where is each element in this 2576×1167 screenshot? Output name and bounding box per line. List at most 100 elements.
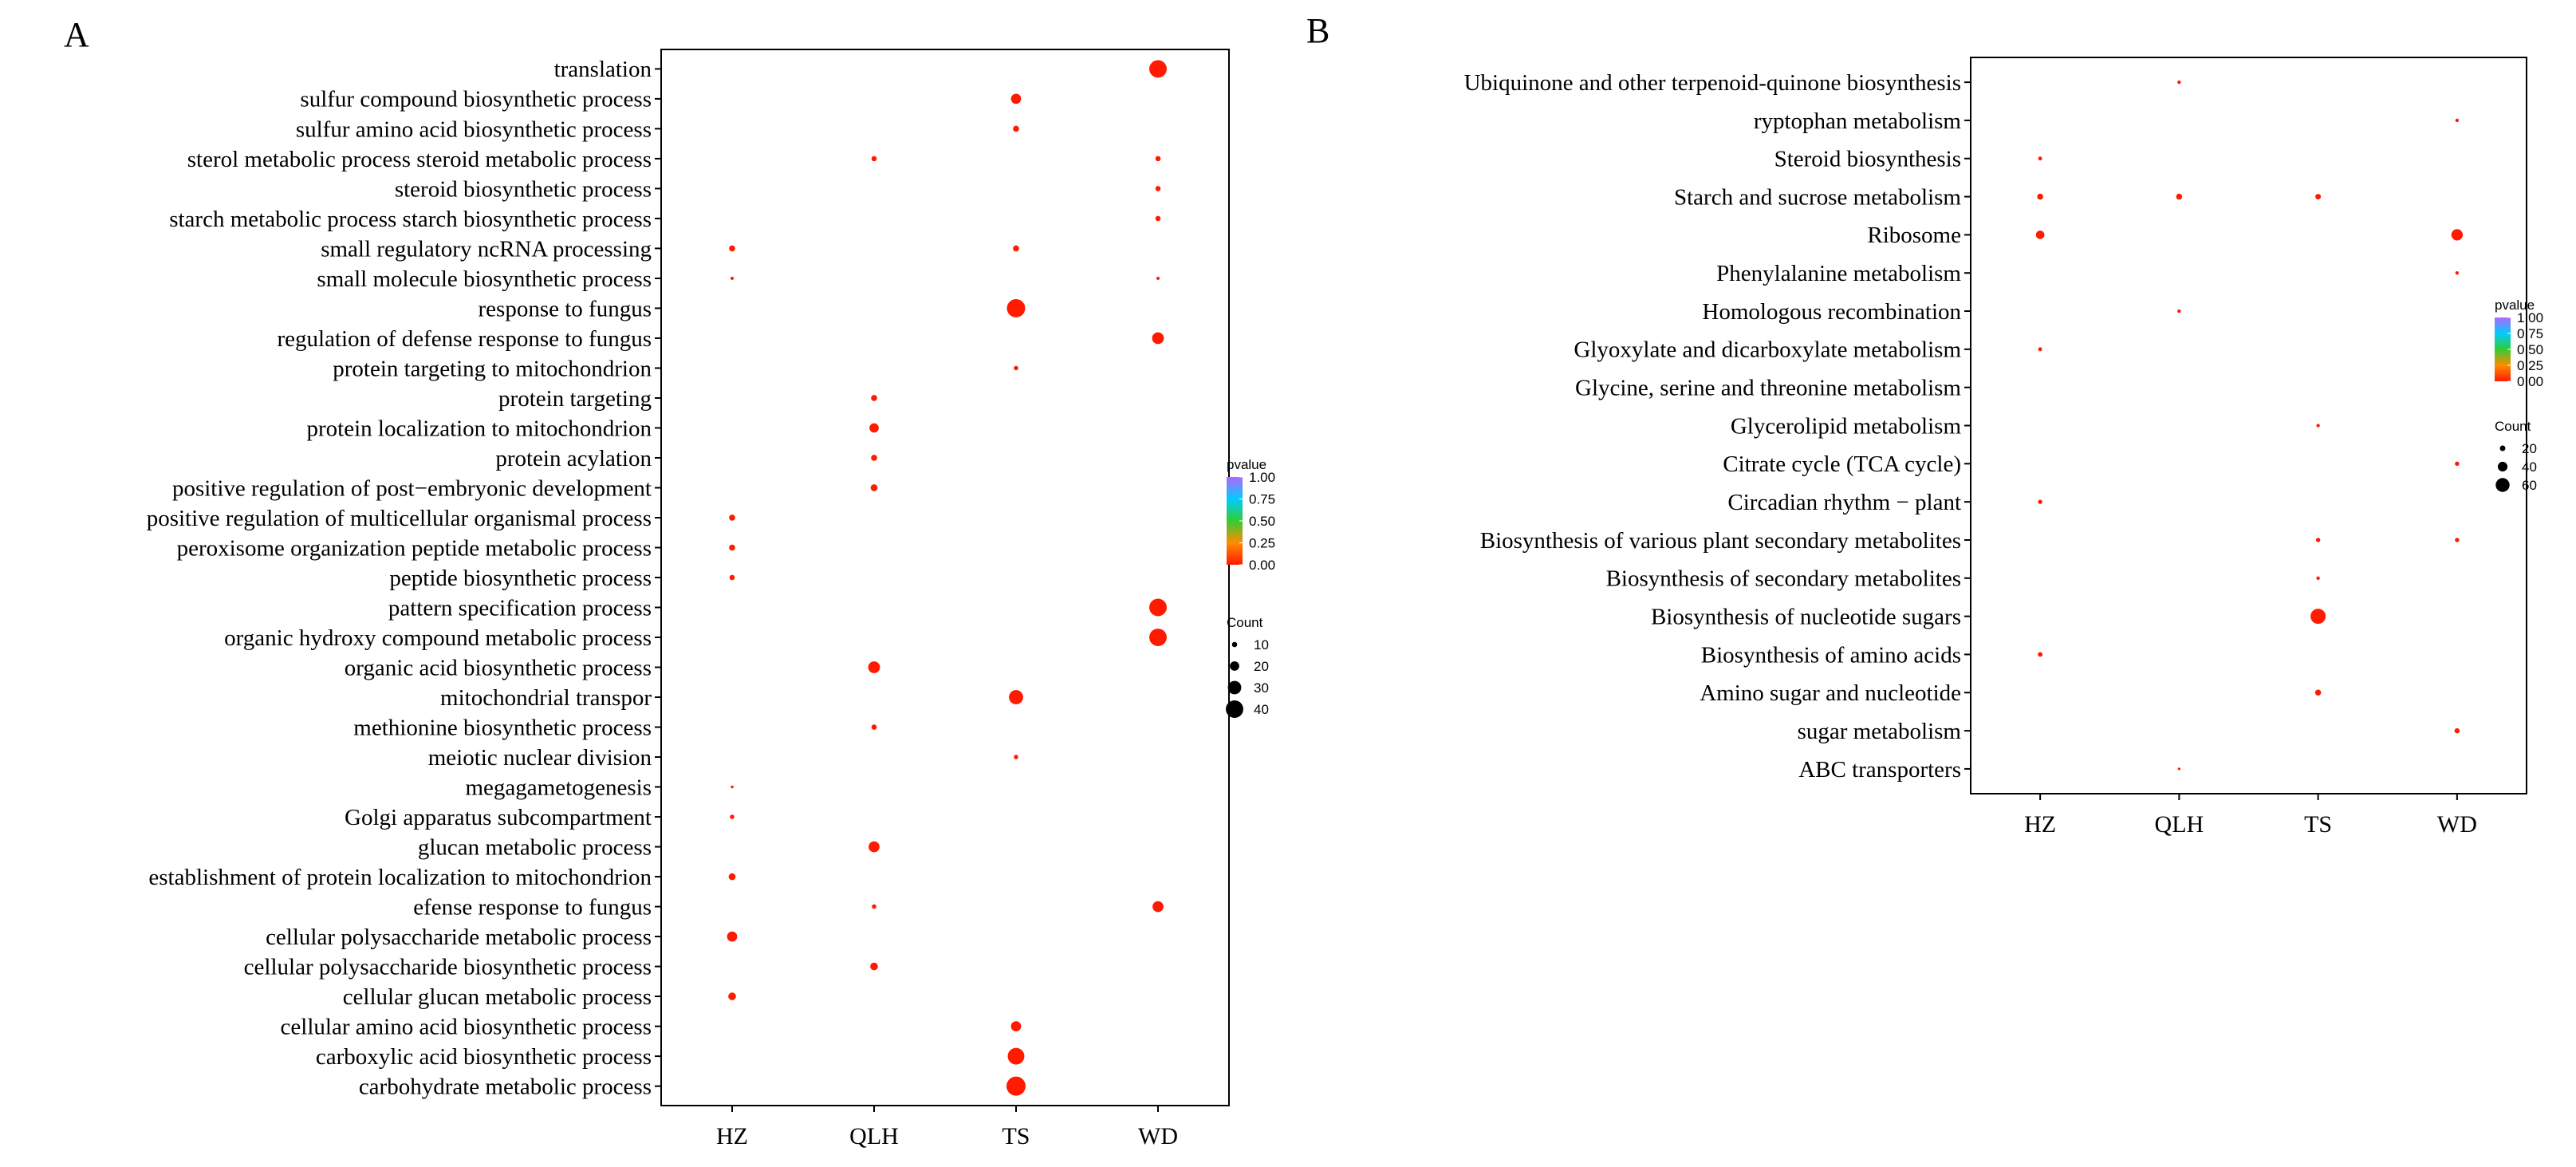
panel-b-ylabel-biosynthesis-of-nucleotide-sugars: Biosynthesis of nucleotide sugars — [1651, 604, 1961, 629]
panel-a-point-hz-megagametogenesis — [731, 785, 734, 789]
panel-a-ylabel-methionine-biosynthetic-process: methionine biosynthetic process — [353, 715, 652, 740]
panel-b-ylabel-glyoxylate-and-dicarboxylate-metabolism: Glyoxylate and dicarboxylate metabolism — [1574, 337, 1961, 363]
panel-a-ylabel-protein-targeting: protein targeting — [498, 386, 652, 412]
panel-a-legend-pvalue-title: pvalue — [1227, 457, 1266, 472]
panel-b-legend-count-dot-20 — [2499, 445, 2506, 451]
panel-a-point-qlh-methionine-biosynthetic-process — [871, 724, 877, 730]
panel-b-point-qlh-abc-transporters — [2177, 767, 2181, 771]
panel-b-point-ts-biosynthesis-of-nucleotide-sugars — [2310, 609, 2326, 625]
panel-a-legend-count-dot-20 — [1230, 661, 1239, 671]
panel-a-point-wd-translation — [1149, 60, 1167, 78]
panel-b-legend-count-label-20: 20 — [2522, 441, 2537, 456]
panel-a-xlabel-ts: TS — [1002, 1123, 1030, 1149]
panel-a-point-hz-small-molecule-biosynthetic-process — [730, 276, 735, 280]
panel-b-point-ts-biosynthesis-of-secondary-metabolites — [2316, 576, 2320, 580]
panel-a-legend-count-label-10: 10 — [1254, 637, 1269, 652]
panel-a-point-ts-small-regulatory-ncrna-processing — [1013, 245, 1019, 252]
panel-b-ylabel-amino-sugar-and-nucleotide: Amino sugar and nucleotide — [1700, 680, 1961, 706]
panel-b-legend-pvalue-tick-0-75: 0.75 — [2517, 326, 2543, 341]
panel-a-label: A — [64, 15, 89, 54]
panel-b-legend-pvalue-tick-1-00: 1.00 — [2517, 310, 2543, 325]
panel-a-ylabel-sulfur-compound-biosynthetic-process: sulfur compound biosynthetic process — [300, 87, 652, 112]
panel-a-xlabel-wd: WD — [1138, 1123, 1178, 1149]
panel-a-legend-count-dot-40 — [1226, 700, 1243, 718]
panel-a-ylabel-peptide-biosynthetic-process: peptide biosynthetic process — [389, 566, 652, 591]
panel-b-ylabel-homologous-recombination: Homologous recombination — [1702, 299, 1961, 325]
panel-b-point-hz-glyoxylate-and-dicarboxylate-metabolism — [2038, 347, 2042, 352]
panel-a-ylabel-small-regulatory-ncrna-processing: small regulatory ncRNA processing — [321, 236, 652, 262]
panel-b-point-hz-circadian-rhythm-plant — [2038, 499, 2042, 504]
panel-a-point-ts-response-to-fungus — [1006, 298, 1026, 317]
panel-b-legend-pvalue-tick-0-50: 0.50 — [2517, 342, 2543, 357]
panel-a-ylabel-mitochondrial-transpor: mitochondrial transpor — [440, 685, 652, 711]
panel-a-point-qlh-efense-response-to-fungus — [872, 904, 876, 909]
panel-a-ylabel-cellular-amino-acid-biosynthetic-process: cellular amino acid biosynthetic process — [281, 1014, 652, 1039]
panel-a-legend-count-dot-30 — [1227, 680, 1242, 695]
panel-a-point-ts-meiotic-nuclear-division — [1014, 755, 1018, 759]
panel-b-point-hz-biosynthesis-of-amino-acids — [2038, 652, 2043, 657]
panel-a-ylabel-organic-acid-biosynthetic-process: organic acid biosynthetic process — [345, 655, 652, 680]
panel-b-point-wd-sugar-metabolism — [2454, 727, 2460, 734]
panel-a-point-wd-steroid-biosynthetic-process — [1155, 186, 1161, 191]
panel-b-legend-pvalue-title: pvalue — [2495, 298, 2535, 313]
panel-a-point-ts-sulfur-amino-acid-biosynthetic-process — [1013, 125, 1019, 132]
panel-b-legend-colorbar — [2495, 317, 2511, 381]
panel-a-legend-count-label-40: 40 — [1254, 702, 1269, 717]
panel-b-point-wd-biosynthesis-of-various-plant-secondary-metabolites — [2455, 538, 2460, 542]
panel-b-point-wd-ribosome — [2451, 229, 2464, 241]
panel-b-label: B — [1306, 11, 1329, 50]
panel-a-legend-pvalue-tick-1-00: 1.00 — [1249, 470, 1275, 485]
panel-b-legend-pvalue-tick-0-00: 0.00 — [2517, 374, 2543, 389]
panel-a-ylabel-sterol-metabolic-process-steroid-metabolic-process: sterol metabolic process steroid metabol… — [187, 147, 652, 172]
panel-a-ylabel-positive-regulation-of-post-embryonic-development: positive regulation of post−embryonic de… — [172, 475, 652, 501]
panel-a-point-ts-protein-targeting-to-mitochondrion — [1014, 365, 1018, 371]
panel-a-legend-pvalue-tick-0-00: 0.00 — [1249, 558, 1275, 573]
panel-a-legend-count-title: Count — [1227, 615, 1263, 630]
panel-b-ylabel-glycine-serine-and-threonine-metabolism: Glycine, serine and threonine metabolism — [1575, 376, 1961, 401]
panel-b-point-wd-phenylalanine-metabolism — [2455, 271, 2460, 275]
panel-a-ylabel-cellular-polysaccharide-biosynthetic-process: cellular polysaccharide biosynthetic pro… — [244, 954, 652, 980]
panel-b-xlabel-ts: TS — [2304, 811, 2332, 838]
panel-a-legend-pvalue-tick-0-50: 0.50 — [1249, 514, 1275, 529]
panel-b-point-qlh-starch-and-sucrose-metabolism — [2176, 193, 2183, 200]
panel-a-ylabel-efense-response-to-fungus: efense response to fungus — [413, 894, 652, 920]
panel-a-point-hz-cellular-polysaccharide-metabolic-process — [727, 931, 738, 942]
panel-a-point-wd-organic-hydroxy-compound-metabolic-process — [1154, 633, 1162, 641]
panel-a-point-ts-sulfur-compound-biosynthetic-process — [1010, 93, 1022, 104]
panel-a-legend-count-dot-10 — [1231, 641, 1238, 648]
panel-b-ylabel-steroid-biosynthesis: Steroid biosynthesis — [1774, 147, 1961, 172]
panel-a-point-ts-cellular-amino-acid-biosynthetic-process — [1010, 1021, 1022, 1031]
panel-b-legend-count-dot-40 — [2497, 461, 2508, 472]
panel-a-ylabel-glucan-metabolic-process: glucan metabolic process — [418, 834, 652, 860]
panel-a-ylabel-positive-regulation-of-multicellular-organismal-process: positive regulation of multicellular org… — [147, 506, 652, 531]
panel-a-xlabel-qlh: QLH — [849, 1123, 899, 1149]
panel-b-ylabel-biosynthesis-of-secondary-metabolites: Biosynthesis of secondary metabolites — [1606, 566, 1961, 592]
panel-b-legend-pvalue-tick-0-25: 0.25 — [2517, 358, 2543, 373]
panel-b-legend-count-label-40: 40 — [2522, 459, 2537, 475]
panel-b-point-hz-ribosome — [2035, 231, 2045, 239]
panel-a-point-qlh-protein-localization-to-mitochondrion — [869, 423, 879, 433]
panel-b-ylabel-circadian-rhythm-plant: Circadian rhythm − plant — [1727, 490, 1961, 515]
panel-a-ylabel-cellular-polysaccharide-metabolic-process: cellular polysaccharide metabolic proces… — [266, 925, 652, 950]
panel-b-point-ts-starch-and-sucrose-metabolism — [2315, 194, 2322, 200]
panel-b-ylabel-glycerolipid-metabolism: Glycerolipid metabolism — [1731, 413, 1962, 439]
panel-b-ylabel-citrate-cycle-tca-cycle: Citrate cycle (TCA cycle) — [1723, 451, 1961, 477]
panel-a-point-hz-golgi-apparatus-subcompartment — [730, 814, 735, 819]
panel-a-ylabel-translation: translation — [554, 57, 652, 82]
panel-a-point-qlh-protein-targeting — [871, 395, 877, 401]
panel-b-ylabel-ribosome: Ribosome — [1867, 223, 1961, 248]
panel-b-point-ts-glycerolipid-metabolism — [2316, 424, 2320, 428]
panel-a-point-wd-starch-metabolic-process-starch-biosynthetic-process — [1155, 215, 1161, 222]
panel-a-point-wd-small-molecule-biosynthetic-process — [1156, 276, 1160, 280]
panel-b-plot-frame — [1970, 57, 2527, 794]
panel-a-point-qlh-positive-regulation-of-post-embryonic-development — [870, 484, 878, 491]
panel-a-point-hz-small-regulatory-ncrna-processing — [729, 245, 735, 252]
panel-b-ylabel-ubiquinone-and-other-terpenoid-quinone-biosynthesis: Ubiquinone and other terpenoid-quinone b… — [1464, 70, 1961, 96]
panel-a-legend-count-label-30: 30 — [1254, 680, 1269, 696]
panel-a-ylabel-protein-acylation: protein acylation — [495, 446, 652, 471]
panel-a-point-ts-mitochondrial-transpor — [1009, 690, 1023, 704]
panel-a-point-qlh-sterol-metabolic-process-steroid-metabolic-process — [871, 156, 877, 162]
panel-a-legend-pvalue-tick-0-75: 0.75 — [1249, 492, 1275, 507]
